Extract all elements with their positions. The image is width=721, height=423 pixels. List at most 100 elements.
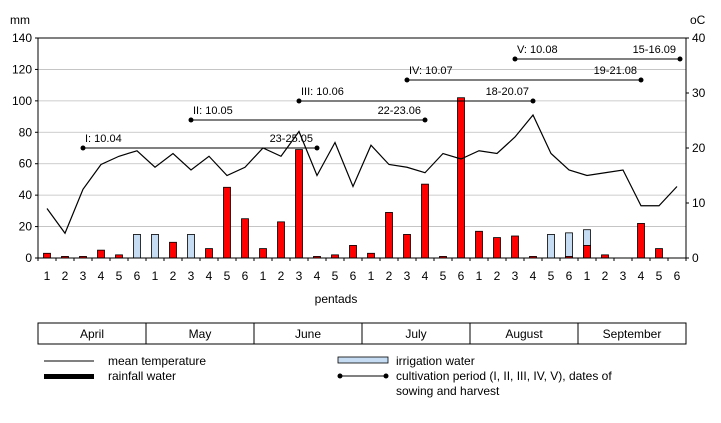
pentad-tick-label: 3 (296, 269, 303, 283)
left-axis-tick-label: 20 (19, 220, 33, 234)
cultivation-harvest-dot (422, 117, 428, 123)
rainfall-bar (277, 221, 285, 259)
temperature-layer (46, 113, 678, 235)
rainfall-bar (637, 223, 645, 259)
month-label: June (295, 327, 321, 341)
left-axis-tick-label: 60 (19, 157, 33, 171)
pentad-tick-label: 2 (386, 269, 393, 283)
cultivation-periods-layer: I: 10.04 23-25.05 II: 10.05 22-23.06 III: 10… (80, 44, 683, 151)
pentad-tick-label: 4 (98, 269, 105, 283)
legend-temperature-label: mean temperature (108, 354, 206, 368)
cultivation-harvest-label: 19-21.08 (594, 65, 637, 77)
left-axis-tick-label: 100 (12, 94, 32, 108)
right-axis-tick-label: 40 (692, 31, 706, 45)
irrigation-bar (547, 234, 555, 259)
pentad-tick-label: 4 (206, 269, 213, 283)
left-axis-tick-label: 0 (25, 251, 32, 265)
rainfall-bar (385, 212, 393, 259)
pentad-tick-label: 1 (368, 269, 375, 283)
cultivation-sowing-label: II: 10.05 (193, 105, 233, 117)
cultivation-harvest-dot (530, 98, 536, 104)
left-axis-tick-label: 120 (12, 62, 32, 76)
rainfall-bar (295, 149, 303, 259)
legend-cultivation-label: cultivation period (I, II, III, IV, V), … (396, 369, 612, 383)
pentad-tick-label: 6 (242, 269, 249, 283)
rainfall-bar (259, 248, 267, 259)
cultivation-sowing-label: III: 10.06 (301, 86, 344, 98)
cultivation-sowing-dot (404, 77, 410, 83)
cultivation-harvest-dot (677, 56, 683, 62)
cultivation-harvest-dot (638, 77, 644, 83)
pentad-tick-label: 3 (620, 269, 627, 283)
pentad-tick-label: 3 (188, 269, 195, 283)
rainfall-bar (421, 183, 429, 259)
pentad-tick-label: 2 (602, 269, 609, 283)
rainfall-bar (97, 249, 105, 259)
month-label: August (505, 327, 543, 341)
rainfall-bar (349, 245, 357, 259)
month-label: July (405, 327, 426, 341)
x-axis-title: pentads (315, 292, 358, 306)
pentad-tick-label: 5 (440, 269, 447, 283)
month-label: May (189, 327, 212, 341)
cultivation-harvest-label: 15-16.09 (633, 44, 676, 56)
pentad-tick-label: 3 (80, 269, 87, 283)
rainfall-bar (43, 252, 51, 259)
pentad-tick-label: 2 (170, 269, 177, 283)
left-unit-label: mm (10, 13, 30, 27)
month-bar: April May June July August September (37, 322, 687, 345)
cultivation-sowing-dot (512, 56, 518, 62)
pentad-tick-label: 1 (476, 269, 483, 283)
pentad-tick-label: 5 (332, 269, 339, 283)
left-axis-tick-label: 80 (19, 125, 33, 139)
legend-irrigation-label: irrigation water (396, 354, 475, 368)
cultivation-sowing-label: IV: 10.07 (409, 65, 453, 77)
legend-cultivation-dot-start (337, 373, 343, 379)
rainfall-bar (367, 252, 375, 259)
left-axis-tick-label: 140 (12, 31, 32, 45)
pentad-tick-label: 6 (566, 269, 573, 283)
cultivation-harvest-dot (314, 145, 320, 151)
pentad-tick-label: 6 (674, 269, 681, 283)
pentad-tick-label: 5 (116, 269, 123, 283)
pentad-tick-label: 1 (260, 269, 267, 283)
pentad-tick-label: 4 (314, 269, 321, 283)
cultivation-harvest-label: 23-25.05 (270, 133, 313, 145)
rainfall-bar (169, 241, 177, 259)
month-label: April (80, 327, 104, 341)
pentad-tick-label: 5 (224, 269, 231, 283)
legend-cultivation-dot-end (383, 373, 389, 379)
pentad-tick-label: 5 (548, 269, 555, 283)
rainfall-bar (511, 235, 519, 259)
left-axis-tick-label: 40 (19, 188, 33, 202)
right-axis-tick-label: 0 (692, 251, 699, 265)
rainfall-bar (493, 237, 501, 259)
right-axis-tick-label: 30 (692, 86, 706, 100)
month-label: September (603, 327, 662, 341)
irrigation-bar (187, 234, 195, 259)
pentad-tick-label: 3 (404, 269, 411, 283)
right-unit-label: oC (690, 13, 706, 27)
rainfall-bar (403, 234, 411, 259)
rainfall-bar (223, 186, 231, 259)
pentad-tick-label: 4 (422, 269, 429, 283)
pentad-tick-label: 5 (656, 269, 663, 283)
pentad-tick-label: 2 (278, 269, 285, 283)
cultivation-harvest-label: 18-20.07 (486, 86, 529, 98)
pentad-tick-label: 2 (494, 269, 501, 283)
pentad-tick-label: 2 (62, 269, 69, 283)
legend-rainfall-label: rainfall water (108, 369, 176, 383)
pentad-tick-label: 6 (134, 269, 141, 283)
rainfall-bar (655, 248, 663, 259)
legend-rainfall-swatch (44, 374, 94, 379)
pentad-tick-label: 6 (350, 269, 357, 283)
right-axis-tick-label: 20 (692, 141, 706, 155)
legend-irrigation-swatch (337, 356, 389, 364)
pentad-tick-label: 4 (530, 269, 537, 283)
rainfall-bar (205, 248, 213, 259)
rainfall-bar (475, 230, 483, 259)
